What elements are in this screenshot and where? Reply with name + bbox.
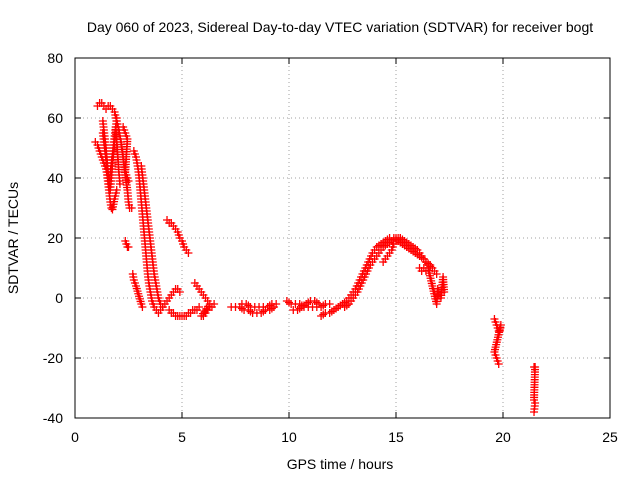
data-series [119,123,133,251]
data-point [124,243,133,251]
data-series [165,303,204,320]
data-series [490,315,505,368]
y-tick-label: 20 [47,230,63,246]
x-tick-label: 25 [602,429,618,445]
y-tick-label: 80 [47,50,63,66]
y-axis-label: SDTVAR / TECUs [5,182,21,294]
x-tick-label: 10 [281,429,297,445]
data-series [237,300,281,311]
data-point [124,177,133,185]
data-series [137,162,167,311]
y-tick-label: 40 [47,170,63,186]
data-point [138,303,147,311]
data-point [494,360,503,368]
data-series [154,285,184,317]
data-point [314,300,323,308]
x-tick-label: 15 [388,429,404,445]
grid [75,58,610,418]
x-axis-label: GPS time / hours [287,456,394,472]
axes: 0 5 10 15 20 25 -40 -20 0 20 40 60 80 [43,50,618,445]
y-tick-label: 0 [55,290,63,306]
y-tick-label: 60 [47,110,63,126]
data-point [127,204,136,212]
x-tick-label: 0 [71,429,79,445]
data-points [91,99,540,416]
y-tick-label: -40 [43,410,63,426]
data-series [415,264,449,308]
data-series [317,234,441,320]
data-point [210,300,219,308]
y-tick-label: -20 [43,350,63,366]
data-point [112,114,121,122]
data-point [285,298,293,307]
data-point [175,288,184,296]
x-tick-label: 5 [178,429,186,445]
data-point [115,180,124,188]
data-series [530,363,540,416]
data-series [98,114,121,194]
data-series [340,234,435,311]
x-tick-label: 20 [495,429,511,445]
data-point [432,270,441,278]
data-point [440,288,449,296]
data-point [195,303,204,311]
data-series [163,216,193,257]
data-point [184,249,193,257]
data-point [398,237,407,245]
data-point [319,310,328,319]
data-point [530,408,539,416]
data-series [379,234,407,266]
data-series [128,270,147,311]
data-point [272,300,281,308]
data-series [289,297,323,314]
chart-title: Day 060 of 2023, Sidereal Day-to-day VTE… [87,19,593,35]
data-series [190,279,219,320]
data-point [325,300,334,308]
